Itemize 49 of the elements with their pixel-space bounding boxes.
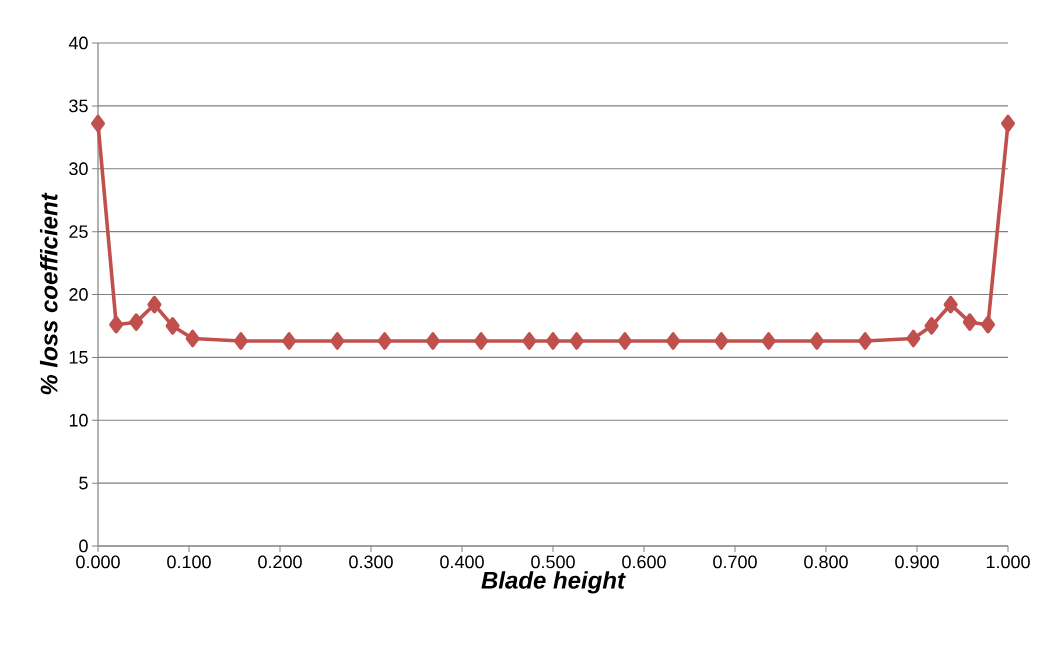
point bbox=[233, 332, 248, 350]
point bbox=[666, 332, 681, 350]
point bbox=[109, 315, 124, 334]
point bbox=[714, 332, 729, 350]
point bbox=[90, 114, 106, 133]
point bbox=[858, 332, 873, 350]
y-tick-label: 10 bbox=[69, 413, 88, 427]
x-tick-label: 0.300 bbox=[349, 555, 393, 569]
point bbox=[147, 295, 162, 314]
y-tick-label: 25 bbox=[69, 225, 88, 238]
x-tick-label: 1.000 bbox=[986, 555, 1030, 569]
point bbox=[282, 332, 297, 350]
point bbox=[809, 332, 824, 350]
x-tick-label: 0.400 bbox=[440, 555, 484, 569]
point bbox=[906, 329, 921, 348]
point bbox=[185, 329, 200, 348]
point bbox=[962, 313, 977, 331]
x-tick-label: 0.100 bbox=[167, 555, 211, 569]
point bbox=[129, 313, 144, 331]
point bbox=[425, 332, 440, 350]
y-tick-label: 15 bbox=[69, 351, 88, 364]
x-tick-label: 0.500 bbox=[531, 555, 575, 569]
y-tick-label: 35 bbox=[69, 99, 88, 113]
x-axis-title: Blade height bbox=[481, 571, 626, 594]
point bbox=[545, 332, 561, 350]
x-tick-label: 0.600 bbox=[622, 555, 666, 569]
point bbox=[474, 332, 489, 350]
x-tick-label: 0.000 bbox=[76, 555, 120, 569]
point bbox=[569, 332, 584, 350]
point bbox=[761, 332, 776, 350]
point bbox=[330, 332, 345, 350]
point bbox=[980, 315, 996, 334]
x-tick-label: 0.200 bbox=[258, 555, 302, 569]
y-tick-label: 30 bbox=[69, 162, 88, 176]
y-tick-label: 0 bbox=[79, 539, 88, 553]
y-tick-label: 20 bbox=[69, 288, 88, 301]
point bbox=[165, 317, 180, 335]
y-axis-title: % loss coefficient bbox=[39, 192, 58, 395]
x-tick-label: 0.800 bbox=[804, 555, 848, 569]
y-tick-label: 40 bbox=[68, 36, 88, 50]
point bbox=[617, 332, 632, 350]
x-tick-label: 0.900 bbox=[895, 555, 939, 569]
point bbox=[522, 332, 537, 350]
point bbox=[377, 332, 392, 350]
point bbox=[924, 317, 939, 335]
point bbox=[1000, 114, 1016, 133]
y-tick-label: 5 bbox=[79, 476, 88, 490]
point bbox=[943, 295, 958, 314]
x-tick-label: 0.700 bbox=[713, 555, 757, 569]
